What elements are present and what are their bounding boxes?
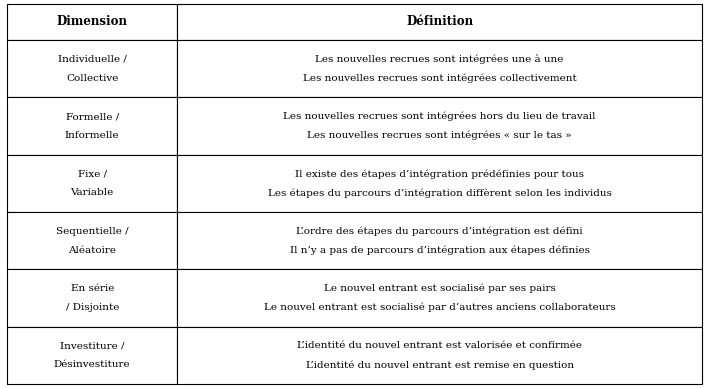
Text: En série: En série bbox=[70, 284, 114, 293]
Text: Il existe des étapes d’intégration prédéfinies pour tous: Il existe des étapes d’intégration prédé… bbox=[295, 169, 584, 178]
Text: L’identité du nouvel entrant est valorisée et confirmée: L’identité du nouvel entrant est valoris… bbox=[297, 341, 582, 350]
Text: Formelle /: Formelle / bbox=[65, 112, 119, 121]
Text: Individuelle /: Individuelle / bbox=[57, 55, 127, 64]
Text: Les étapes du parcours d’intégration diffèrent selon les individus: Les étapes du parcours d’intégration dif… bbox=[268, 188, 612, 197]
Text: L’ordre des étapes du parcours d’intégration est défini: L’ordre des étapes du parcours d’intégra… bbox=[296, 227, 583, 236]
Text: Il n’y a pas de parcours d’intégration aux étapes définies: Il n’y a pas de parcours d’intégration a… bbox=[289, 246, 590, 255]
Text: Informelle: Informelle bbox=[65, 131, 120, 140]
Bar bbox=[7, 40, 177, 97]
Bar bbox=[177, 97, 702, 155]
Text: Collective: Collective bbox=[66, 74, 118, 83]
Text: Investiture /: Investiture / bbox=[60, 341, 125, 350]
Text: Dimension: Dimension bbox=[57, 16, 128, 28]
Bar bbox=[7, 269, 177, 327]
Bar bbox=[177, 327, 702, 384]
Text: L’identité du nouvel entrant est remise en question: L’identité du nouvel entrant est remise … bbox=[306, 360, 574, 370]
Bar bbox=[177, 212, 702, 269]
Bar bbox=[7, 97, 177, 155]
Bar bbox=[177, 155, 702, 212]
Text: Le nouvel entrant est socialisé par ses pairs: Le nouvel entrant est socialisé par ses … bbox=[324, 284, 556, 293]
Text: Désinvestiture: Désinvestiture bbox=[54, 360, 130, 369]
Bar bbox=[177, 269, 702, 327]
Text: Les nouvelles recrues sont intégrées hors du lieu de travail: Les nouvelles recrues sont intégrées hor… bbox=[284, 112, 596, 121]
Text: Les nouvelles recrues sont intégrées une à une: Les nouvelles recrues sont intégrées une… bbox=[316, 54, 564, 64]
Text: Sequentielle /: Sequentielle / bbox=[56, 227, 128, 236]
Text: Les nouvelles recrues sont intégrées collectivement: Les nouvelles recrues sont intégrées col… bbox=[303, 73, 576, 83]
Bar bbox=[7, 212, 177, 269]
Bar bbox=[177, 40, 702, 97]
Text: / Disjointe: / Disjointe bbox=[65, 303, 119, 312]
Bar bbox=[177, 4, 702, 40]
Bar bbox=[7, 4, 177, 40]
Text: Aléatoire: Aléatoire bbox=[68, 246, 116, 255]
Text: Les nouvelles recrues sont intégrées « sur le tas »: Les nouvelles recrues sont intégrées « s… bbox=[307, 131, 572, 140]
Text: Fixe /: Fixe / bbox=[78, 170, 107, 178]
Text: Le nouvel entrant est socialisé par d’autres anciens collaborateurs: Le nouvel entrant est socialisé par d’au… bbox=[264, 303, 615, 312]
Bar bbox=[7, 155, 177, 212]
Text: Variable: Variable bbox=[71, 188, 114, 197]
Text: Définition: Définition bbox=[406, 16, 473, 28]
Bar bbox=[7, 327, 177, 384]
